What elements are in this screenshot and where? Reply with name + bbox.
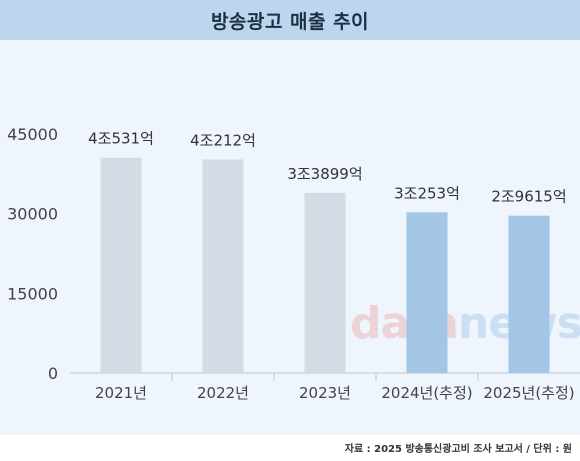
data-label: 2조9615억 [491, 188, 566, 206]
y-tick-label: 45000 [7, 125, 58, 144]
bar [100, 157, 142, 373]
x-tick-label: 2023년 [299, 384, 351, 402]
x-tick-label: 2025년(추정) [483, 384, 574, 402]
source-note: 자료 : 2025 방송통신광고비 조사 보고서 / 단위 : 원 [344, 444, 572, 455]
plot-area [0, 40, 580, 435]
y-tick-label: 0 [48, 364, 58, 383]
bar [508, 215, 550, 373]
data-label: 4조531억 [88, 130, 154, 148]
data-label: 3조253억 [394, 184, 460, 202]
y-tick-label: 30000 [7, 205, 58, 224]
x-tick-label: 2021년 [95, 384, 147, 402]
y-tick-label: 15000 [7, 284, 58, 303]
x-tick-label: 2024년(추정) [381, 384, 472, 402]
bar [406, 212, 448, 373]
data-label: 4조212억 [190, 131, 256, 149]
bar [304, 192, 346, 373]
chart-title: 방송광고 매출 추이 [210, 10, 370, 33]
data-label: 3조3899억 [287, 165, 362, 183]
bar [202, 159, 244, 373]
chart-header: 방송광고 매출 추이 [0, 0, 580, 40]
x-tick-label: 2022년 [197, 384, 249, 402]
